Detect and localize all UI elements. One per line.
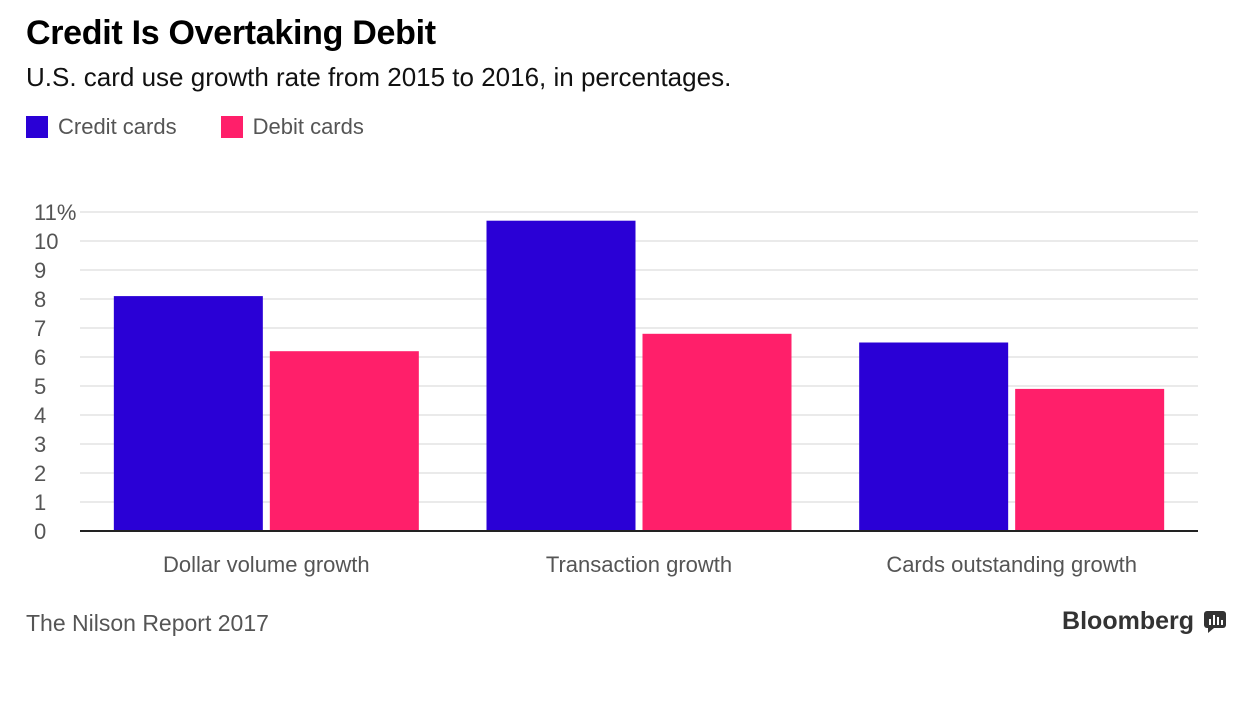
y-tick-label: 1 bbox=[34, 490, 46, 515]
brand-logo: Bloomberg bbox=[1062, 607, 1226, 636]
bar-debit-1 bbox=[642, 333, 792, 531]
x-category-label: Dollar volume growth bbox=[163, 552, 370, 577]
y-tick-label: 11% bbox=[34, 200, 76, 225]
brand-name: Bloomberg bbox=[1062, 607, 1194, 635]
chart-subtitle: U.S. card use growth rate from 2015 to 2… bbox=[26, 62, 732, 92]
legend-swatch-debit bbox=[220, 116, 243, 138]
grid-lines bbox=[80, 211, 1198, 503]
x-category-label: Cards outstanding growth bbox=[886, 552, 1137, 577]
legend-label-debit: Debit cards bbox=[252, 114, 364, 139]
x-category-labels: Dollar volume growth Transaction growth Ca… bbox=[163, 552, 1137, 577]
bar-credit-1 bbox=[486, 220, 636, 531]
chart-title: Credit Is Overtaking Debit bbox=[26, 14, 436, 52]
legend-label-credit: Credit cards bbox=[58, 114, 177, 139]
bloomberg-chart-icon bbox=[1204, 610, 1226, 633]
y-tick-label: 4 bbox=[34, 403, 46, 428]
bar-debit-0 bbox=[269, 351, 419, 531]
legend-swatch-credit bbox=[26, 116, 48, 138]
bar-credit-2 bbox=[859, 342, 1009, 531]
y-tick-label: 8 bbox=[34, 287, 46, 312]
bar-credit-0 bbox=[113, 296, 263, 531]
legend-item-debit: Debit cards bbox=[220, 114, 364, 140]
y-tick-label: 2 bbox=[34, 461, 46, 486]
bars bbox=[113, 220, 1165, 531]
y-tick-label: 6 bbox=[34, 345, 46, 370]
y-tick-label: 3 bbox=[34, 432, 46, 457]
bar-chart: 0 1 2 3 4 5 6 7 8 9 10 11% Dollar volume growth Tran… bbox=[34, 200, 1198, 577]
x-category-label: Transaction growth bbox=[546, 552, 732, 577]
y-tick-label: 9 bbox=[34, 258, 46, 283]
y-tick-label: 10 bbox=[34, 229, 58, 254]
y-tick-label: 7 bbox=[34, 316, 46, 341]
source-note: The Nilson Report 2017 bbox=[26, 610, 269, 636]
y-tick-labels: 0 1 2 3 4 5 6 7 8 9 10 11% bbox=[34, 200, 76, 544]
legend-item-credit: Credit cards bbox=[26, 114, 177, 140]
bar-debit-2 bbox=[1015, 388, 1165, 531]
legend: Credit cards Debit cards bbox=[26, 112, 408, 142]
y-tick-label: 0 bbox=[34, 519, 46, 544]
y-tick-label: 5 bbox=[34, 374, 46, 399]
